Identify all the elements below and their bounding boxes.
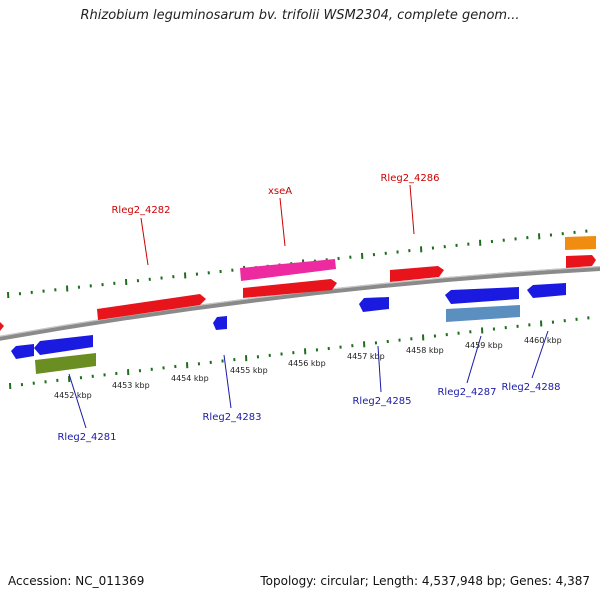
gene-label-rleg2-4287[interactable]: Rleg2_4287 (437, 387, 496, 398)
gene-olive[interactable] (35, 353, 96, 374)
kbp-label: 4456 kbp (288, 359, 326, 368)
gene-label-rleg2-4288[interactable]: Rleg2_4288 (501, 382, 560, 393)
gene-red-right[interactable] (566, 255, 596, 268)
kbp-label: 4458 kbp (406, 346, 444, 355)
gene-label-rleg2-4282[interactable]: Rleg2_4282 (111, 205, 170, 216)
kbp-label: 4455 kbp (230, 366, 268, 375)
genome-backbone (0, 266, 600, 341)
kbp-label: 4452 kbp (54, 391, 92, 400)
gene-rleg2-4287[interactable] (445, 287, 519, 304)
gene-label-rleg2-4281[interactable]: Rleg2_4281 (57, 432, 116, 443)
gene-forward[interactable] (243, 279, 337, 298)
gene-steelblue[interactable] (446, 305, 520, 322)
genome-summary: Topology: circular; Length: 4,537,948 bp… (260, 574, 590, 588)
leader-xsea (279, 197, 286, 247)
kbp-label: 4460 kbp (524, 336, 562, 345)
genome-title: Rhizobium leguminosarum bv. trifolii WSM… (80, 8, 520, 23)
gene-xsea[interactable] (240, 259, 336, 281)
gene-rleg2-4285[interactable] (359, 297, 389, 312)
gene-rleg2-4286[interactable] (390, 266, 444, 282)
accession-label: Accession: NC_011369 (8, 574, 145, 588)
leader-rleg2-4281 (68, 373, 87, 429)
leader-rleg2-4285 (377, 345, 382, 393)
gene-label-rleg2-4285[interactable]: Rleg2_4285 (352, 396, 411, 407)
lower-tick-track (9, 316, 590, 390)
kbp-label: 4459 kbp (465, 341, 503, 350)
gene-blue-left[interactable] (11, 344, 34, 359)
gene-rleg2-4283[interactable] (213, 316, 227, 330)
kbp-label: 4454 kbp (171, 374, 209, 383)
kbp-label: 4457 kbp (347, 352, 385, 361)
leader-rleg2-4286 (409, 184, 415, 235)
leader-rleg2-4288 (531, 330, 549, 379)
gene-arrow[interactable] (0, 322, 4, 331)
leader-rleg2-4283 (223, 354, 232, 409)
gene-label-rleg2-4283[interactable]: Rleg2_4283 (202, 412, 261, 423)
gene-rleg2-4282[interactable] (97, 294, 206, 320)
gene-rleg2-4281[interactable] (34, 335, 93, 355)
leader-rleg2-4287 (466, 335, 482, 384)
gene-orange[interactable] (565, 236, 596, 250)
leader-rleg2-4282 (140, 217, 149, 266)
kbp-label: 4453 kbp (112, 381, 150, 390)
gene-label-xsea[interactable]: xseA (268, 186, 292, 197)
gene-rleg2-4288[interactable] (527, 283, 566, 298)
gene-label-rleg2-4286[interactable]: Rleg2_4286 (380, 173, 439, 184)
